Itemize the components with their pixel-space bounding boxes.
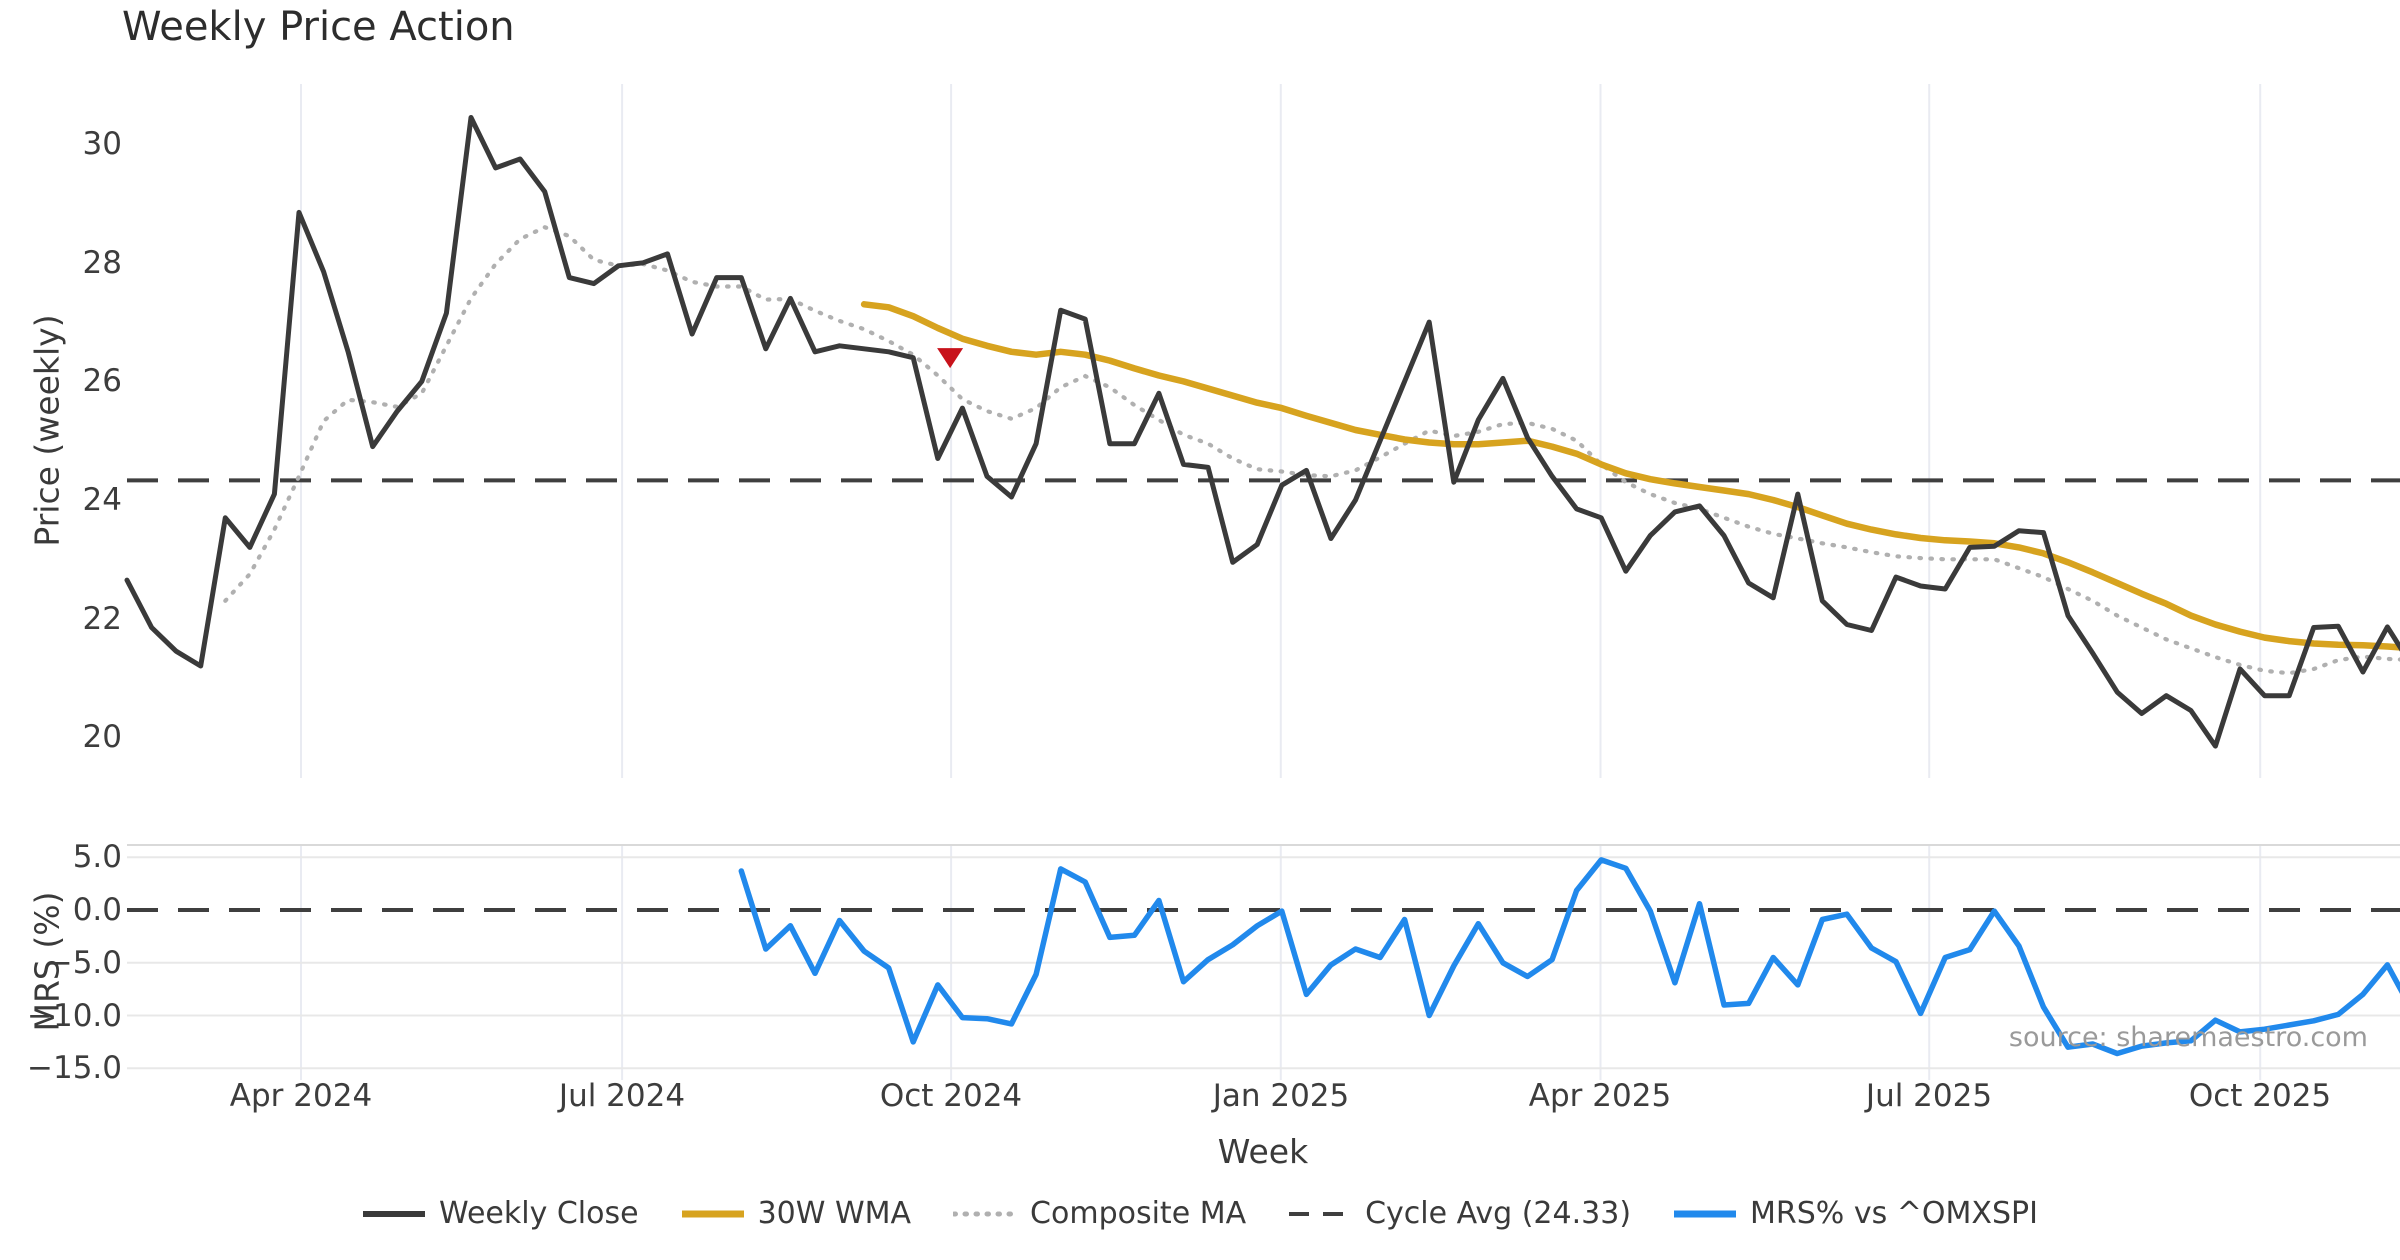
legend-item-cycle-avg-24-33-: Cycle Avg (24.33) <box>1288 1196 1631 1231</box>
legend-label: Composite MA <box>1030 1196 1247 1231</box>
legend-item-mrs-vs-omxspi: MRS% vs ^OMXSPI <box>1673 1196 2038 1231</box>
x-tick-label: Oct 2025 <box>2188 1078 2332 1114</box>
legend-label: 30W WMA <box>757 1196 912 1231</box>
legend-swatch-icon <box>681 1210 744 1217</box>
series-30w-wma <box>860 301 2400 651</box>
x-tick-label: Jul 2024 <box>558 1078 686 1114</box>
sell-signal-icon <box>937 348 964 369</box>
legend-label: Weekly Close <box>439 1196 639 1231</box>
x-tick-label: Apr 2025 <box>1528 1078 1672 1114</box>
y-tick-label: 0.0 <box>72 892 122 928</box>
legend-swatch-icon <box>953 1211 1018 1216</box>
y-tick-label: 28 <box>82 245 122 281</box>
y-tick-label: 5.0 <box>72 839 122 875</box>
x-tick-label: Jan 2025 <box>1212 1078 1350 1114</box>
legend-swatch-icon <box>1674 1210 1737 1217</box>
y-tick-label: −5.0 <box>46 945 122 981</box>
x-tick-label: Jul 2025 <box>1865 1078 1993 1114</box>
price-axis-label: Price (weekly) <box>27 314 67 547</box>
x-axis-label: Week <box>1217 1132 1309 1171</box>
legend-swatch-icon <box>363 1210 426 1217</box>
x-tick-label: Oct 2024 <box>879 1078 1023 1114</box>
legend-item-30w-wma: 30W WMA <box>681 1196 911 1231</box>
y-tick-label: 22 <box>82 601 122 637</box>
y-tick-label: −15.0 <box>27 1050 122 1086</box>
y-tick-label: 26 <box>82 363 122 399</box>
legend-label: Cycle Avg (24.33) <box>1365 1196 1632 1231</box>
y-tick-label: 20 <box>82 719 122 755</box>
legend-swatch-icon <box>1289 1211 1352 1216</box>
legend: Weekly Close 30W WMA Composite MA Cycle Avg… <box>0 1196 2400 1231</box>
series-mrs-vs-omxspi <box>738 857 2400 1057</box>
source-watermark: source: sharemaestro.com <box>2008 1022 2368 1053</box>
y-tick-label: 30 <box>82 126 122 162</box>
series-composite-ma <box>223 224 2400 676</box>
chart-title: Weekly Price Action <box>122 4 515 50</box>
legend-item-composite-ma: Composite MA <box>953 1196 1246 1231</box>
legend-item-weekly-close: Weekly Close <box>362 1196 639 1231</box>
y-tick-label: −10.0 <box>27 998 122 1034</box>
legend-label: MRS% vs ^OMXSPI <box>1750 1196 2038 1231</box>
x-tick-label: Apr 2024 <box>229 1078 373 1114</box>
y-tick-label: 24 <box>82 482 122 518</box>
series-weekly-close <box>124 115 2400 749</box>
